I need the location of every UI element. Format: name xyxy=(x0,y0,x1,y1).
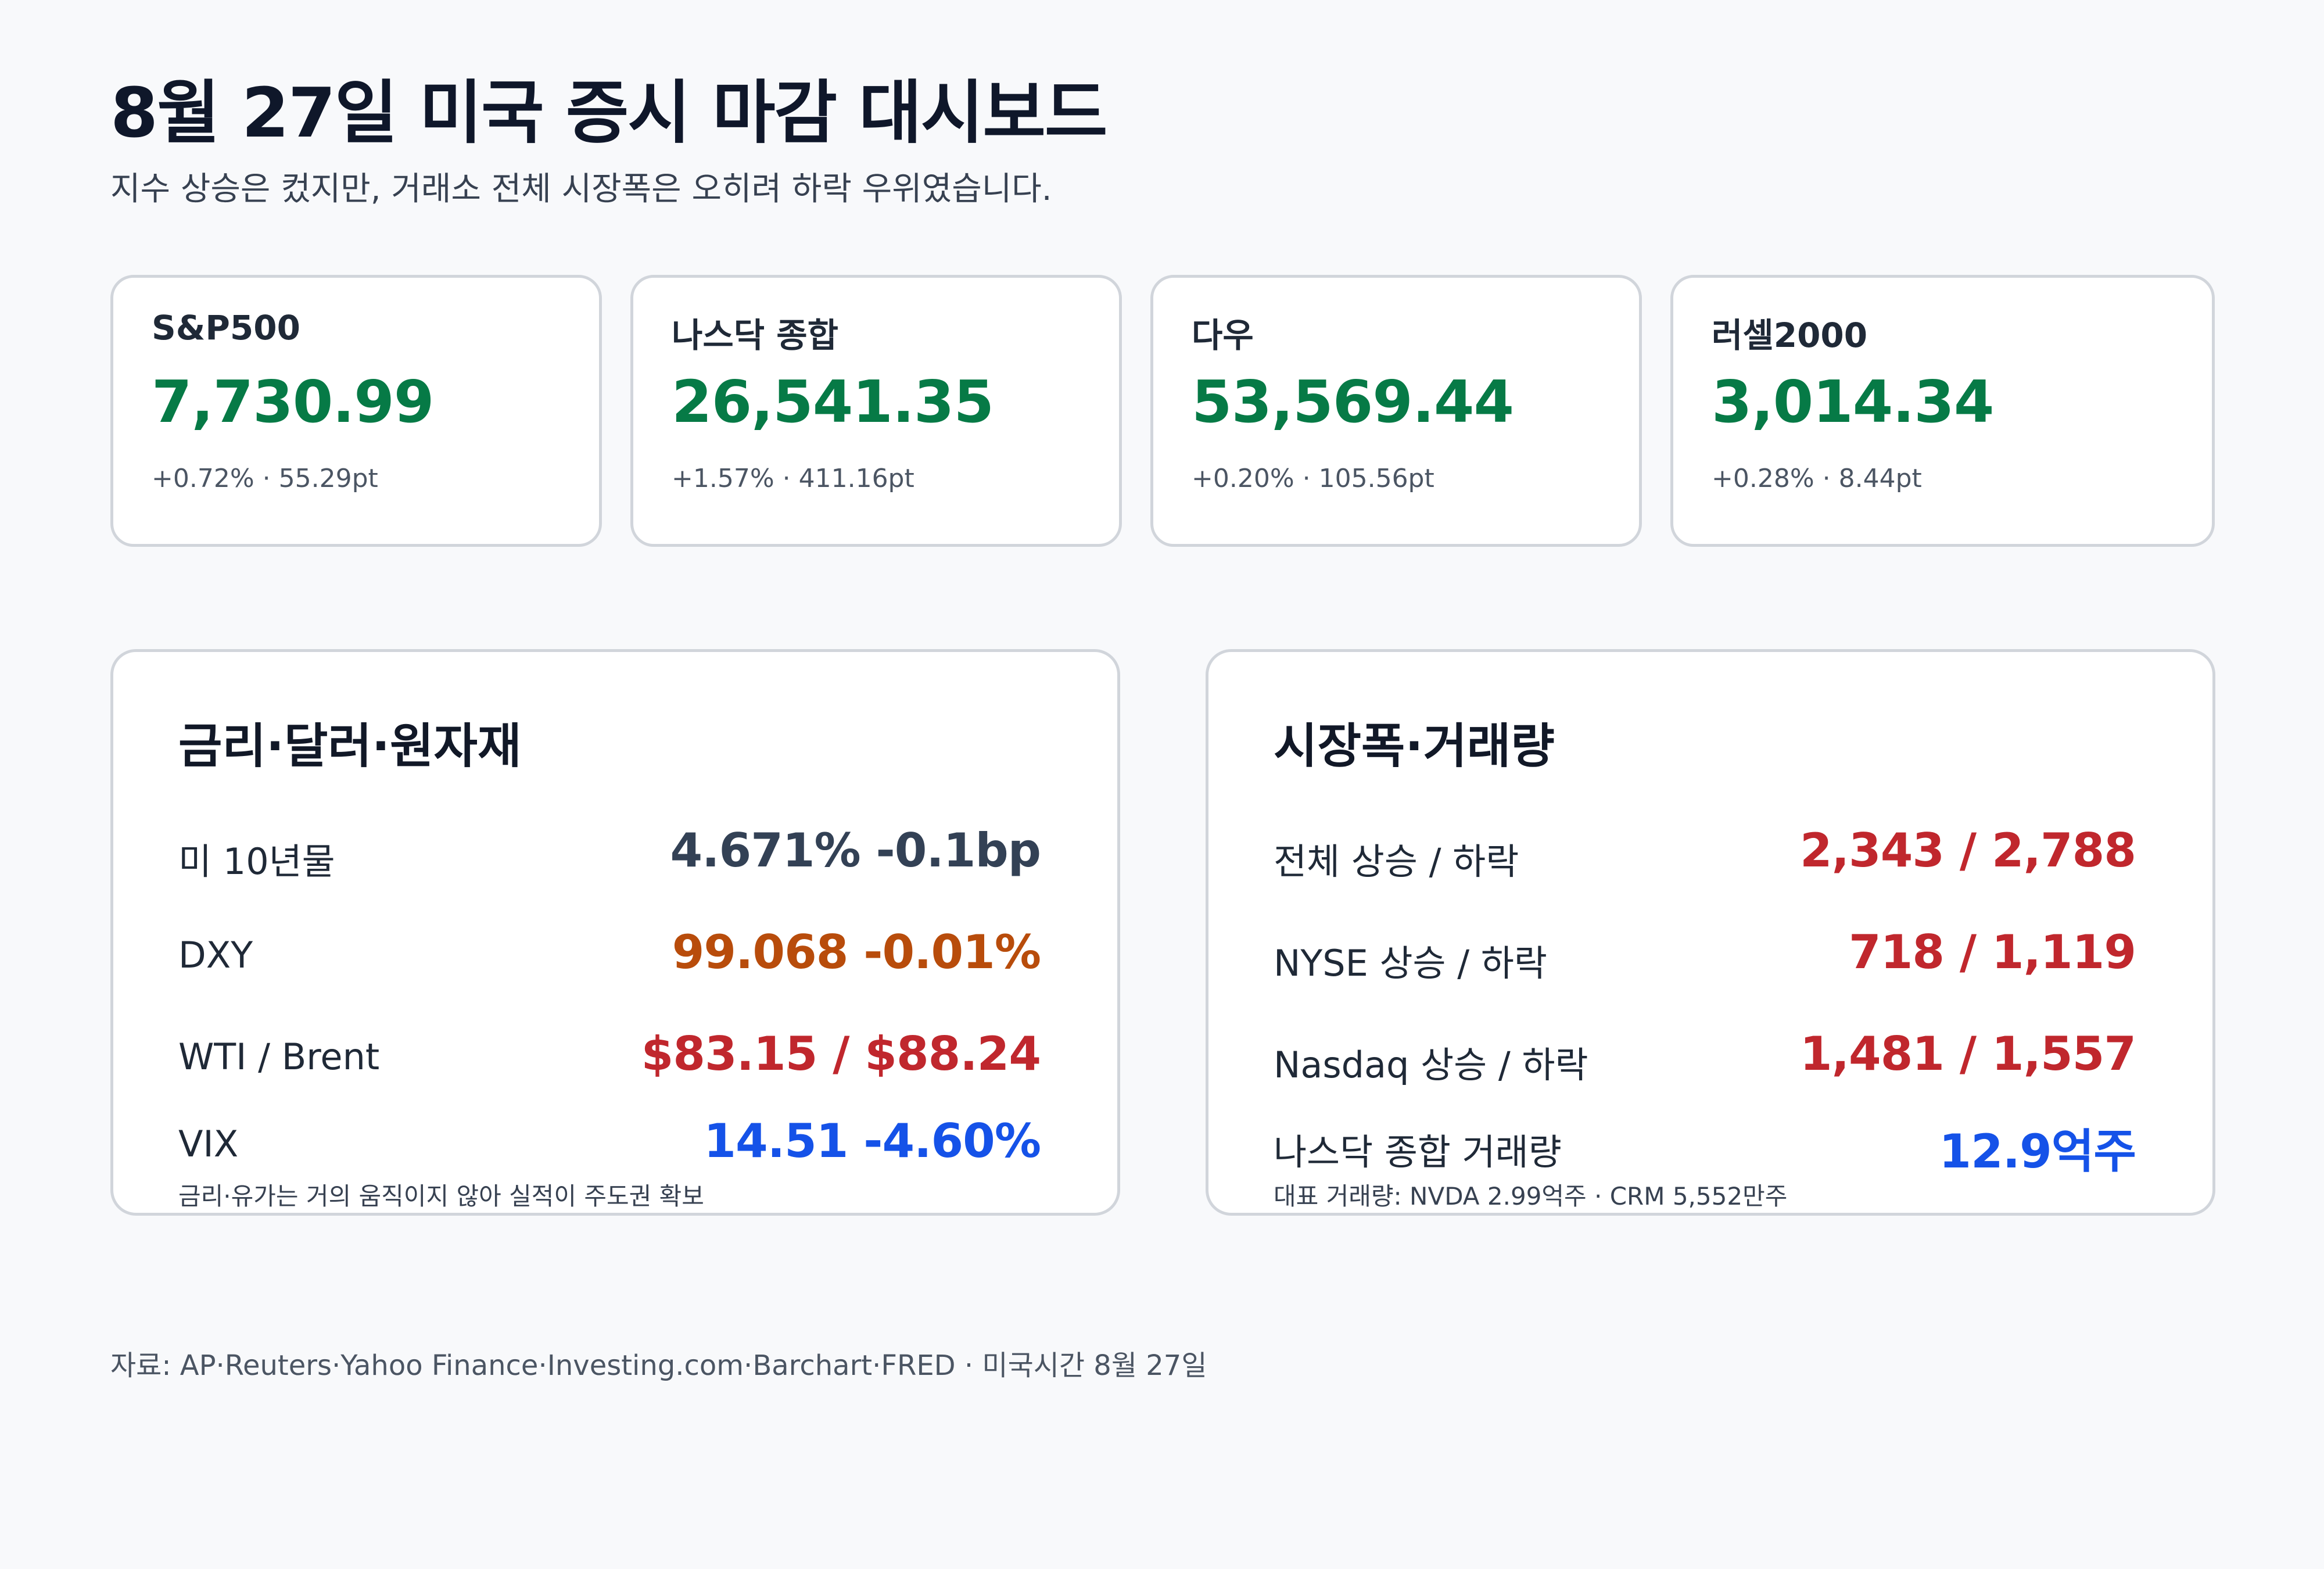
row-label-10y: 미 10년물 xyxy=(178,840,335,883)
index-name: S&P500 xyxy=(152,308,300,348)
row-value-total-breadth: 2,343 / 2,788 xyxy=(1799,823,2136,877)
panel-title: 금리·달러·원자재 xyxy=(178,719,522,774)
row-label-vix: VIX xyxy=(178,1123,239,1165)
index-name: 나스닥 종합 xyxy=(672,316,838,355)
row-label-nasdaq-volume: 나스닥 종합 거래량 xyxy=(1274,1131,1562,1173)
index-change: +0.28% · 8.44pt xyxy=(1712,464,1922,493)
row-value-nyse-breadth: 718 / 1,119 xyxy=(1849,925,2136,979)
row-label-total-breadth: 전체 상승 / 하락 xyxy=(1274,840,1519,883)
index-card-nasdaq: 나스닥 종합 26,541.35 +1.57% · 411.16pt xyxy=(630,275,1122,547)
index-change: +0.72% · 55.29pt xyxy=(152,464,378,493)
breadth-panel: 시장폭·거래량 전체 상승 / 하락 2,343 / 2,788 NYSE 상승… xyxy=(1206,649,2215,1216)
index-change: +0.20% · 105.56pt xyxy=(1192,464,1434,493)
panel-note: 대표 거래량: NVDA 2.99억주 · CRM 5,552만주 xyxy=(1274,1182,1788,1210)
index-card-russell: 러셀2000 3,014.34 +0.28% · 8.44pt xyxy=(1670,275,2215,547)
index-value: 7,730.99 xyxy=(152,368,434,436)
source-footnote: 자료: AP·Reuters·Yahoo Finance·Investing.c… xyxy=(110,1349,1207,1382)
page-title: 8월 27일 미국 증시 마감 대시보드 xyxy=(110,73,1107,153)
index-value: 26,541.35 xyxy=(672,368,994,436)
panel-note: 금리·유가는 거의 움직이지 않아 실적이 주도권 확보 xyxy=(178,1182,704,1210)
row-value-vix: 14.51 -4.60% xyxy=(704,1114,1041,1168)
index-card-dow: 다우 53,569.44 +0.20% · 105.56pt xyxy=(1150,275,1642,547)
index-name: 다우 xyxy=(1192,316,1254,355)
index-change: +1.57% · 411.16pt xyxy=(672,464,914,493)
panel-title: 시장폭·거래량 xyxy=(1274,719,1555,774)
row-value-nasdaq-breadth: 1,481 / 1,557 xyxy=(1799,1027,2136,1081)
index-name: 러셀2000 xyxy=(1712,316,1868,355)
row-value-nasdaq-volume: 12.9억주 xyxy=(1939,1124,2136,1178)
row-label-dxy: DXY xyxy=(178,934,253,976)
row-value-dxy: 99.068 -0.01% xyxy=(672,925,1041,979)
macro-panel: 금리·달러·원자재 미 10년물 4.671% -0.1bp DXY 99.06… xyxy=(110,649,1120,1216)
index-value: 3,014.34 xyxy=(1712,368,1994,436)
page-subtitle: 지수 상승은 컸지만, 거래소 전체 시장폭은 오히려 하락 우위였습니다. xyxy=(110,170,1052,208)
row-label-oil: WTI / Brent xyxy=(178,1036,380,1078)
index-value: 53,569.44 xyxy=(1192,368,1514,436)
row-label-nasdaq-breadth: Nasdaq 상승 / 하락 xyxy=(1274,1044,1588,1086)
index-card-sp500: S&P500 7,730.99 +0.72% · 55.29pt xyxy=(110,275,602,547)
row-value-oil: $83.15 / $88.24 xyxy=(641,1027,1041,1081)
row-value-10y: 4.671% -0.1bp xyxy=(670,823,1041,877)
row-label-nyse-breadth: NYSE 상승 / 하락 xyxy=(1274,942,1547,984)
